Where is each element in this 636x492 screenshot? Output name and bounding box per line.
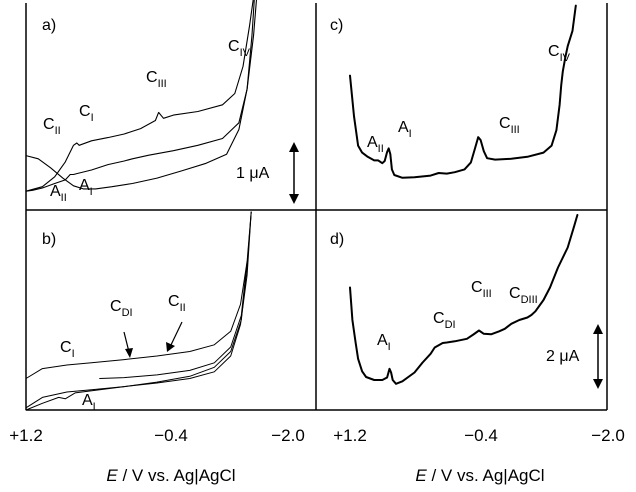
peak-label-b-ci: CI xyxy=(60,339,75,360)
peak-label-a-aii: AII xyxy=(50,183,67,204)
arrow-b-cii xyxy=(166,321,183,352)
x-tick-left-3: −2.0 xyxy=(271,426,305,445)
peak-label-b-cdi: CDI xyxy=(110,298,133,319)
panel-b-series-2 xyxy=(25,211,252,379)
peak-label-d-cdiii: CDIII xyxy=(509,285,538,306)
x-tick-right-1: +1.2 xyxy=(333,426,367,445)
scale-bar-1ua-label: 1 μA xyxy=(236,165,270,182)
panel-b-label: b) xyxy=(42,231,56,248)
peak-label-a-ai: AI xyxy=(79,177,93,198)
x-tick-right-2: −0.4 xyxy=(464,426,498,445)
panel-b-series-4 xyxy=(99,261,248,379)
scale-bar-2ua: 2 μA xyxy=(546,324,603,389)
panel-a-label: a) xyxy=(42,17,56,34)
panel-d-series-1 xyxy=(349,214,579,385)
arrow-b-cdi xyxy=(123,331,133,358)
panel-c-series-1 xyxy=(349,4,577,179)
panel-a-series-2 xyxy=(25,0,254,192)
x-tick-right-3: −2.0 xyxy=(591,426,625,445)
arrow-b-cdi-head xyxy=(125,348,133,358)
peak-label-d-cdi: CDI xyxy=(433,310,456,331)
peak-label-c-ai: AI xyxy=(398,119,412,140)
panel-b-series-1 xyxy=(25,211,252,409)
panel-b-curves xyxy=(25,211,252,411)
arrow-b-cii-shaft xyxy=(169,321,183,348)
x-tick-left-2: −0.4 xyxy=(154,426,188,445)
x-axis-label-right: E / V vs. Ag|AgCl xyxy=(415,466,544,485)
x-tick-left-1: +1.2 xyxy=(9,426,43,445)
peak-label-c-civ: CIV xyxy=(548,43,571,64)
scale-bar-1ua: 1 μA xyxy=(236,142,299,204)
peak-label-a-ci: CI xyxy=(79,103,94,124)
scale-bar-2ua-arrow-bottom xyxy=(593,379,603,389)
scale-bar-1ua-arrow-bottom xyxy=(289,194,299,204)
panel-d-curves xyxy=(349,214,579,385)
panel-d-label: d) xyxy=(330,231,344,248)
peak-label-b-ai: AI xyxy=(82,392,96,413)
peak-label-d-ciii: CIII xyxy=(471,279,492,300)
panel-c-label: c) xyxy=(330,17,343,34)
peak-label-d-ai: AI xyxy=(377,332,391,353)
panel-frames xyxy=(25,3,608,411)
panel-c-curves xyxy=(349,4,577,179)
arrow-b-cii-head xyxy=(166,342,175,352)
peak-label-b-cii: CII xyxy=(168,293,186,314)
scale-bar-2ua-label: 2 μA xyxy=(546,348,580,365)
peak-label-a-civ: CIV xyxy=(228,38,251,59)
scale-bar-1ua-arrow-top xyxy=(289,142,299,152)
panel-a-curves xyxy=(25,0,258,192)
peak-label-c-ciii: CIII xyxy=(499,115,520,136)
peak-label-a-ciii: CIII xyxy=(146,69,167,90)
peak-label-a-cii: CII xyxy=(43,116,61,137)
scale-bar-2ua-arrow-top xyxy=(593,324,603,334)
x-axis-label-left: E / V vs. Ag|AgCl xyxy=(106,466,235,485)
panel-a-series-3 xyxy=(25,0,258,192)
peak-label-c-aii: AII xyxy=(367,134,384,155)
panel-b-series-3 xyxy=(25,211,252,411)
panel-a-series-1 xyxy=(25,0,255,190)
